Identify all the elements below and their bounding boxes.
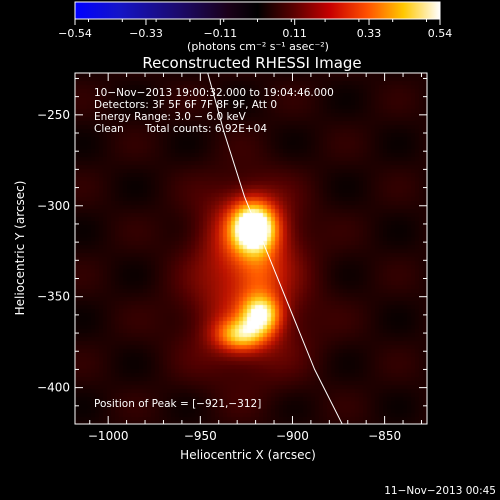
colorbar-tick-label: 0.11 xyxy=(282,27,307,40)
x-tick-label: −900 xyxy=(276,429,309,443)
colorbar-tick-label: 0.33 xyxy=(357,27,382,40)
x-tick-label: −950 xyxy=(184,429,217,443)
solar-limb-line xyxy=(207,72,343,425)
footer-date: 11−Nov−2013 00:45 xyxy=(384,485,496,497)
annotation-energy: Energy Range: 3.0 − 6.0 keV xyxy=(94,111,247,123)
x-tick-label: −850 xyxy=(368,429,401,443)
annotation-algorithm: Clean xyxy=(94,123,124,135)
colorbar-unit-label: (photons cm⁻² s⁻¹ asec⁻²) xyxy=(187,40,329,53)
annotation-peak-position: Position of Peak = [−921,−312] xyxy=(94,398,261,410)
y-tick-label: −400 xyxy=(37,381,70,395)
plot-area: −1000 −950 −900 −850 −250 −300 −350 −400 xyxy=(37,72,428,443)
heatmap-image-wrapper xyxy=(75,73,427,424)
colorbar-ticks: −0.54 −0.33 −0.11 0.11 0.33 0.54 xyxy=(58,19,452,40)
colorbar-tick-label: −0.33 xyxy=(129,27,163,40)
heatmap-image xyxy=(75,73,427,424)
y-tick-label: −350 xyxy=(37,290,70,304)
annotation-detectors: Detectors: 3F 5F 6F 7F 8F 9F, Att 0 xyxy=(94,99,277,111)
colorbar-tick-label: −0.11 xyxy=(203,27,237,40)
annotation-time-range: 10−Nov−2013 19:00:32.000 to 19:04:46.000 xyxy=(94,87,334,99)
annotation-total-counts: Total counts: 6.92E+04 xyxy=(144,123,267,135)
colorbar-tick-label: −0.54 xyxy=(58,27,92,40)
x-axis-label: Heliocentric X (arcsec) xyxy=(180,448,316,462)
plot-frame xyxy=(74,72,428,425)
colorbar-tick-label: 0.54 xyxy=(428,27,453,40)
axis-ticks: −1000 −950 −900 −850 −250 −300 −350 −400 xyxy=(37,73,427,443)
chart-title: Reconstructed RHESSI Image xyxy=(142,54,361,72)
y-tick-label: −250 xyxy=(37,108,70,122)
x-tick-label: −1000 xyxy=(88,429,129,443)
y-axis-label: Heliocentric Y (arcsec) xyxy=(13,181,27,316)
y-tick-label: −300 xyxy=(37,199,70,213)
colorbar xyxy=(74,1,441,20)
